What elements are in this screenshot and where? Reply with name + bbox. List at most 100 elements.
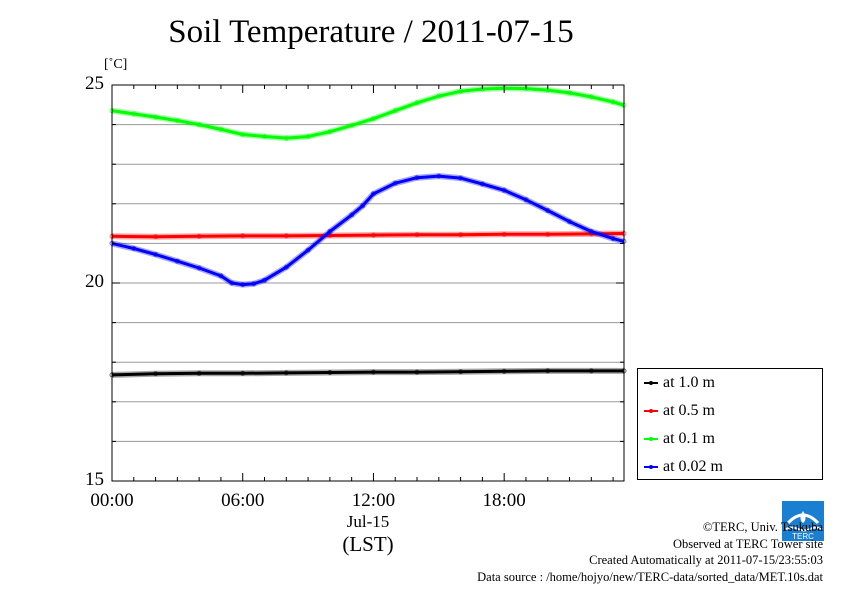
- data-point: [196, 265, 202, 271]
- data-point: [153, 234, 159, 240]
- data-point: [610, 236, 616, 242]
- data-point: [131, 246, 137, 251]
- legend: at 1.0 m at 0.5 m at 0.1 m at 0.02 m: [637, 368, 823, 480]
- data-point: [327, 370, 333, 375]
- credit-source: Data source : /home/hojyo/new/TERC-data/…: [477, 569, 823, 584]
- data-point: [610, 99, 616, 105]
- legend-swatch-05m: [644, 409, 658, 413]
- y-tick-label: 25: [85, 73, 104, 94]
- data-point: [196, 122, 202, 128]
- legend-label-002m: at 0.02 m: [663, 458, 723, 475]
- chart-title: Soil Temperature / 2011-07-15: [168, 14, 574, 50]
- data-point: [153, 371, 159, 377]
- legend-swatch-01m: [644, 437, 658, 441]
- credits: ©TERC, Univ. Tsukuba Observed at TERC To…: [477, 519, 823, 585]
- data-point: [229, 280, 235, 286]
- series-line-2: [111, 86, 625, 140]
- legend-item-05m: at 0.5 m: [644, 401, 715, 421]
- data-point: [458, 175, 464, 181]
- data-point: [283, 135, 289, 141]
- legend-item-01m: at 0.1 m: [644, 429, 715, 449]
- data-point: [174, 258, 180, 264]
- data-point: [458, 369, 464, 375]
- data-point: [567, 219, 572, 225]
- data-point: [588, 229, 594, 234]
- x-tick-label: 00:00: [90, 490, 134, 511]
- data-point: [414, 232, 420, 238]
- data-point: [153, 114, 159, 120]
- series-line-0: [111, 369, 624, 377]
- terc-logo-icon: TERC: [782, 501, 824, 541]
- data-point: [567, 90, 572, 96]
- data-point: [414, 175, 420, 181]
- legend-label-1m: at 1.0 m: [663, 374, 715, 391]
- data-point: [240, 233, 246, 239]
- data-point: [240, 370, 246, 376]
- data-point: [174, 118, 180, 124]
- data-point: [283, 370, 289, 376]
- data-point: [196, 233, 202, 239]
- data-point: [501, 187, 507, 193]
- series-line-3: [111, 174, 625, 287]
- legend-swatch-002m: [644, 465, 658, 469]
- data-point: [370, 116, 376, 122]
- data-point: [588, 368, 594, 374]
- axis-ticks: [111, 84, 624, 482]
- legend-item-002m: at 0.02 m: [644, 457, 723, 477]
- data-point: [305, 134, 311, 139]
- data-point: [218, 126, 224, 132]
- data-point: [545, 368, 551, 374]
- data-point: [196, 370, 202, 376]
- logo-text: TERC: [792, 532, 814, 541]
- data-point: [360, 203, 366, 209]
- data-point: [545, 208, 551, 213]
- series-halo-3: [111, 173, 625, 288]
- data-point: [588, 94, 594, 100]
- data-point: [370, 232, 376, 238]
- series-halo-2: [111, 85, 625, 142]
- x-tick-label: 12:00: [351, 490, 396, 511]
- grid-lines: [112, 124, 624, 442]
- credit-site: Observed at TERC Tower site: [672, 536, 823, 551]
- x-axis-timezone-label: (LST): [342, 532, 394, 556]
- x-axis-date-label: Jul-15: [346, 512, 390, 531]
- legend-label-05m: at 0.5 m: [663, 402, 715, 419]
- data-point: [327, 229, 333, 234]
- data-point: [545, 231, 551, 237]
- data-point: [501, 231, 507, 237]
- data-point: [240, 132, 246, 137]
- legend-label-01m: at 0.1 m: [663, 430, 715, 447]
- data-point: [370, 369, 376, 375]
- data-point: [458, 232, 464, 238]
- data-point: [262, 134, 267, 139]
- data-point: [349, 122, 355, 128]
- y-tick-label: 20: [85, 271, 104, 292]
- data-point: [283, 233, 289, 239]
- data-point: [436, 173, 442, 179]
- data-point: [283, 264, 289, 270]
- data-point: [436, 93, 442, 99]
- x-tick-label: 18:00: [482, 490, 526, 511]
- data-point: [305, 247, 311, 253]
- data-point: [327, 129, 333, 135]
- data-point: [501, 368, 507, 374]
- data-point: [392, 180, 398, 186]
- data-point: [523, 197, 529, 203]
- data-point: [414, 369, 420, 375]
- data-point: [153, 252, 159, 257]
- data-point: [262, 277, 267, 283]
- data-point: [251, 281, 257, 287]
- series-line-1: [111, 232, 625, 239]
- data-point: [240, 282, 246, 288]
- y-tick-label: 15: [85, 469, 104, 490]
- data-point: [349, 212, 355, 218]
- data-point: [458, 88, 464, 94]
- series-lines: [109, 85, 627, 378]
- data-point: [218, 273, 224, 279]
- data-point: [414, 100, 420, 106]
- credit-copyright: ©TERC, Univ. Tsukuba: [702, 520, 823, 534]
- y-axis-unit-label: [˚C]: [104, 57, 128, 72]
- x-tick-label: 06:00: [221, 490, 265, 511]
- credit-created: Created Automatically at 2011-07-15/23:5…: [589, 553, 823, 567]
